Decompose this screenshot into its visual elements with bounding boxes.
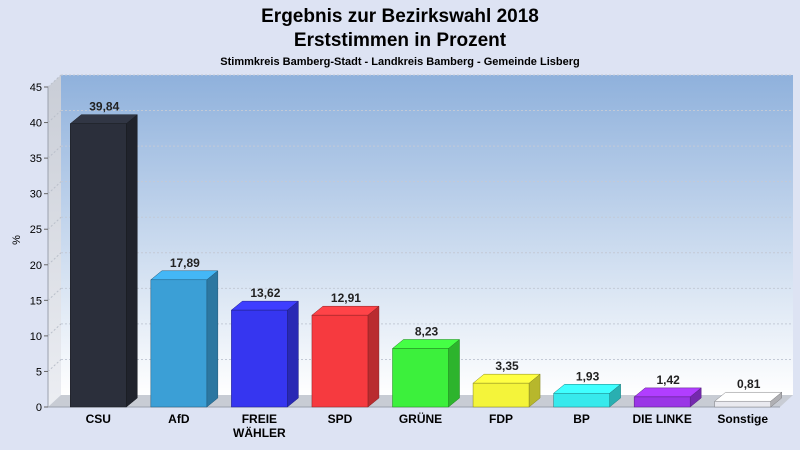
y-tick-label: 40 <box>30 118 42 130</box>
y-axis-label: % <box>11 235 23 245</box>
bar-front <box>70 123 127 408</box>
y-tick-label: 15 <box>30 295 42 307</box>
category-label: DIE LINKE <box>632 412 691 426</box>
bar-value-label: 1,93 <box>576 369 600 383</box>
category-label: SPD <box>328 412 353 426</box>
gridline-depth <box>47 287 62 301</box>
bar-side <box>367 305 380 408</box>
gridline-depth <box>47 323 62 337</box>
bar-front <box>392 348 449 408</box>
bar-value-label: 13,62 <box>250 286 280 300</box>
category-label: GRÜNE <box>399 411 442 426</box>
y-tick-label: 10 <box>30 331 42 343</box>
bar-front <box>150 279 208 408</box>
gridline-depth <box>47 74 62 88</box>
bar-top <box>633 387 702 398</box>
category-label: FREIE WÄHLER <box>233 412 286 440</box>
bar-value-label: 8,23 <box>415 324 439 338</box>
bar-value-label: 12,91 <box>331 291 361 305</box>
gridline-depth <box>47 110 62 123</box>
bar-8: 0,81 <box>714 377 783 408</box>
bar-value-label: 1,42 <box>656 373 680 387</box>
bar-front <box>231 309 288 408</box>
x-axis-labels: CSU AfD FREIE WÄHLER SPD GRÜNE FDP BP DIE LINKE S… <box>86 411 769 440</box>
bar-top <box>714 391 783 402</box>
bar-front <box>553 393 610 408</box>
bar-side <box>206 270 219 408</box>
bar-1: 17,89 <box>150 256 219 408</box>
bar-top <box>230 300 300 311</box>
bar-front <box>472 382 530 408</box>
bar-top <box>69 114 138 124</box>
bar-front <box>633 396 691 408</box>
gridline-depth <box>47 145 62 159</box>
bar-6: 1,93 <box>552 369 622 408</box>
bar-top <box>391 339 461 349</box>
y-tick-label: 45 <box>30 82 42 94</box>
bar-4: 8,23 <box>391 324 461 408</box>
bar-3: 12,91 <box>311 291 380 408</box>
category-label: BP <box>573 412 590 426</box>
y-tick-label: 30 <box>30 189 42 201</box>
chart-caption: Stimmkreis Bamberg-Stadt - Landkreis Bam… <box>220 56 579 68</box>
y-tick-label: 35 <box>30 153 42 165</box>
bar-front <box>311 314 369 408</box>
category-label: CSU <box>86 412 111 426</box>
bar-0: 39,84 <box>69 100 138 408</box>
y-tick-label: 0 <box>36 402 42 414</box>
bar-front <box>714 400 771 408</box>
gridline-depth <box>47 181 62 195</box>
gridline-depth <box>47 216 62 230</box>
bar-5: 3,35 <box>472 359 541 408</box>
bar-7: 1,42 <box>633 373 702 408</box>
category-label: Sonstige <box>717 412 768 426</box>
gridline-depth <box>47 359 62 372</box>
bar-value-label: 17,89 <box>170 256 200 270</box>
category-label: FDP <box>489 412 513 426</box>
bar-top <box>472 373 541 384</box>
bar-top <box>552 384 622 394</box>
bar-side <box>287 300 299 408</box>
category-label: AfD <box>168 412 190 426</box>
y-tick-label: 25 <box>30 224 42 236</box>
bar-top <box>311 305 380 316</box>
y-axis-ticks: 0 5 10 15 20 25 30 35 40 45 <box>30 82 48 414</box>
bar-side <box>126 114 138 408</box>
chart-title: Ergebnis zur Bezirkswahl 2018 <box>261 6 539 27</box>
gridline-depth <box>47 252 62 266</box>
bar-value-label: 39,84 <box>89 100 119 114</box>
bar-value-label: 3,35 <box>495 359 519 373</box>
chart-subtitle: Erststimmen in Prozent <box>294 30 507 51</box>
y-tick-label: 5 <box>36 366 42 378</box>
bar-2: 13,62 <box>230 286 300 408</box>
bar-value-label: 0,81 <box>737 377 761 391</box>
bars: 39,84 17,89 13,62 12,91 8,23 3,35 1,93 1,42 0,81 <box>69 100 783 408</box>
bar-side <box>448 338 460 408</box>
y-tick-label: 20 <box>30 260 42 272</box>
plot-left-wall <box>48 75 61 407</box>
bar-top <box>150 270 219 281</box>
